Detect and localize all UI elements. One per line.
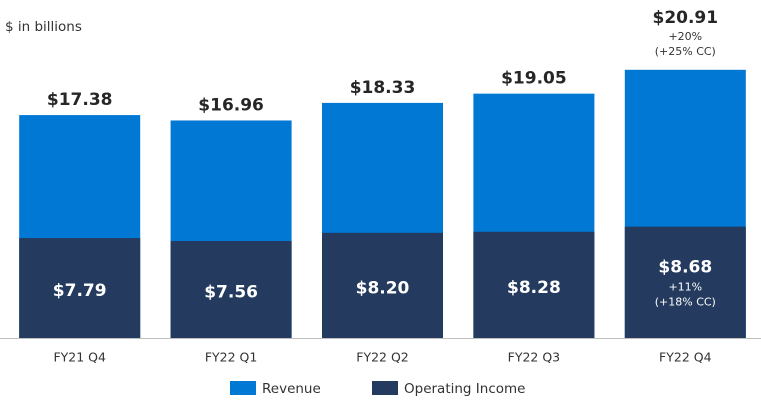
value-note: (+25% CC) xyxy=(655,45,716,58)
bar xyxy=(473,231,595,338)
value-label: $17.38 xyxy=(47,90,113,110)
subtitle: $ in billions xyxy=(5,19,82,35)
value-note: +11% xyxy=(668,280,702,293)
value-label: $8.68 xyxy=(658,257,712,277)
value-label: $8.28 xyxy=(507,278,561,298)
value-note: +20% xyxy=(668,30,702,43)
legend-swatch xyxy=(372,381,398,395)
bar xyxy=(170,241,292,338)
value-label: $7.56 xyxy=(204,283,258,303)
bar xyxy=(322,232,443,338)
value-label: $19.05 xyxy=(501,69,567,89)
x-tick-label: FY22 Q3 xyxy=(508,350,561,365)
x-tick-label: FY21 Q4 xyxy=(53,350,106,365)
x-tick-label: FY22 Q4 xyxy=(659,350,712,365)
value-label: $16.96 xyxy=(198,95,264,115)
legend-label: Revenue xyxy=(262,381,321,397)
x-tick-label: FY22 Q2 xyxy=(356,350,409,365)
value-label: $18.33 xyxy=(350,78,416,98)
bar xyxy=(19,238,141,338)
x-tick-label: FY22 Q1 xyxy=(205,350,258,365)
legend-swatch xyxy=(230,381,256,395)
value-label: $20.91 xyxy=(652,8,718,28)
value-label: $8.20 xyxy=(356,278,410,298)
bar xyxy=(624,226,746,338)
value-note: (+18% CC) xyxy=(655,295,716,308)
value-label: $7.79 xyxy=(53,281,107,301)
legend-label: Operating Income xyxy=(404,381,525,397)
